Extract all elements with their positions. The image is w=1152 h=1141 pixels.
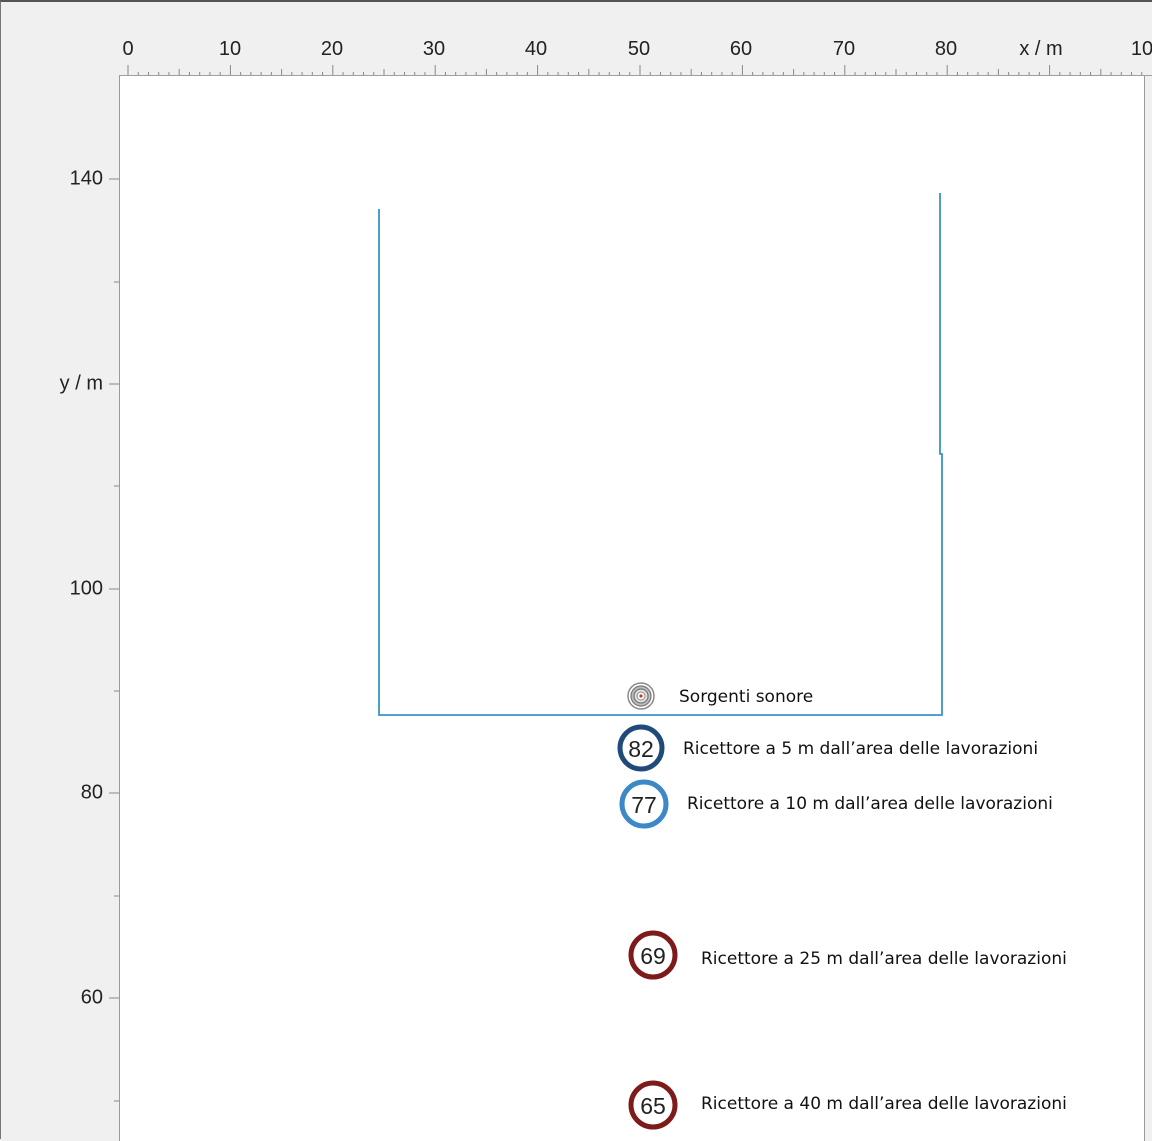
sound-source-marker[interactable]: Sorgenti sonore	[627, 682, 813, 710]
receiver-level-value: 69	[640, 943, 666, 969]
receiver-level-value: 82	[628, 736, 654, 762]
y-axis-unit-label: y / m	[59, 372, 103, 395]
receiver-ring-icon	[617, 724, 665, 772]
x-tick-label: 0	[122, 38, 134, 60]
receiver-level-value: 65	[640, 1093, 666, 1119]
x-tick-label: 80	[934, 38, 958, 60]
receiver-label: Ricettore a 5 m dall’area delle lavorazi…	[683, 739, 1038, 759]
x-axis-unit-label: x / m	[1019, 38, 1063, 60]
x-tick-label: 30	[422, 38, 446, 60]
x-tick-label: 20	[320, 38, 344, 60]
receiver-ring-icon	[628, 930, 678, 980]
receiver-label: Ricettore a 25 m dall’area delle lavoraz…	[701, 949, 1067, 969]
receiver-marker-5m[interactable]: 82 Ricettore a 5 m dall’area delle lavor…	[617, 724, 1038, 772]
x-axis-ruler: 0 10 20 30 40 50 60 70 80 x / m 10	[1, 4, 1152, 76]
x-tick-label: 40	[524, 38, 548, 60]
receiver-label: Ricettore a 10 m dall’area delle lavoraz…	[687, 794, 1053, 814]
work-area-outline	[378, 193, 943, 716]
receiver-level-value: 77	[631, 792, 657, 818]
receiver-marker-10m[interactable]: 77 Ricettore a 10 m dall’area delle lavo…	[619, 779, 1053, 829]
x-tick-label: 60	[729, 38, 753, 60]
x-ruler-ticks	[127, 65, 1143, 75]
receiver-marker-25m[interactable]: 69 Ricettore a 25 m dall’area delle lavo…	[628, 930, 1067, 980]
y-tick-label: 80	[80, 781, 103, 804]
x-tick-label: 10	[218, 38, 242, 60]
receiver-ring-icon	[628, 1080, 678, 1130]
y-tick-label: 60	[80, 986, 103, 1009]
x-tick-label: 50	[627, 38, 651, 60]
source-label: Sorgenti sonore	[679, 687, 813, 707]
y-axis-ruler: 140 y / m 100 80 60	[1, 75, 119, 1141]
receiver-marker-40m[interactable]: 65 Ricettore a 40 m dall’area delle lavo…	[628, 1080, 1067, 1130]
receiver-ring-icon	[619, 779, 669, 829]
receiver-label: Ricettore a 40 m dall’area delle lavoraz…	[701, 1094, 1067, 1114]
concentric-circles-icon	[627, 682, 655, 710]
x-tick-label: 10	[1130, 38, 1152, 60]
y-tick-label: 100	[69, 577, 103, 600]
x-tick-label: 70	[832, 38, 856, 60]
y-tick-label: 140	[69, 167, 103, 190]
y-ruler-ticks	[109, 178, 119, 1102]
